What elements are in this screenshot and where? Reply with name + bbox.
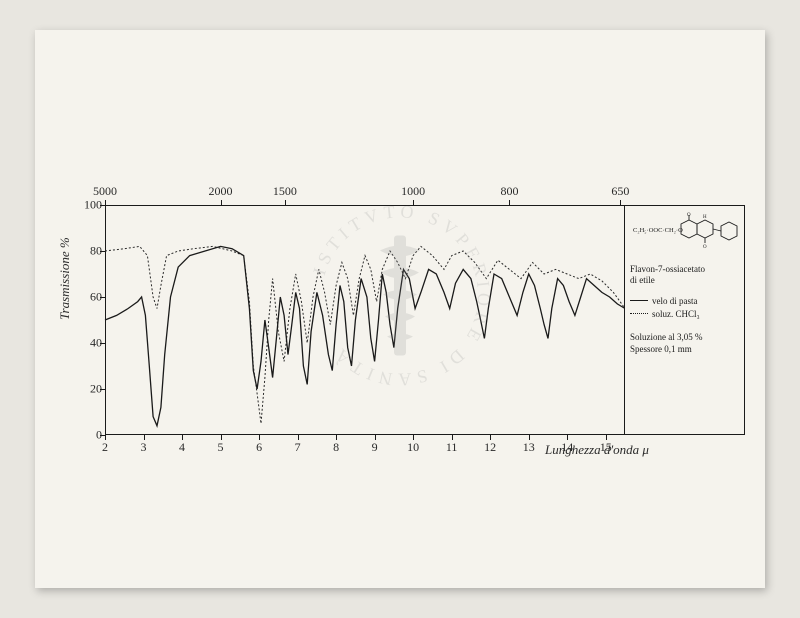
x-tick-top-650: 650	[611, 184, 629, 199]
x-tick-top-2000: 2000	[209, 184, 233, 199]
x-tick-mark-bottom	[298, 435, 299, 440]
x-tick-mark-bottom	[182, 435, 183, 440]
x-tick-bottom-5: 5	[218, 440, 224, 455]
legend-dotted-label: soluz. CHCl₃	[652, 309, 700, 319]
x-tick-mark-bottom	[221, 435, 222, 440]
y-tick-mark	[100, 205, 105, 206]
spectrum-svg	[105, 205, 625, 435]
compound-name-line2: di etile	[630, 275, 655, 285]
legend-dotted-line	[630, 313, 648, 314]
x-tick-bottom-15: 15	[600, 440, 612, 455]
x-tick-mark-bottom	[490, 435, 491, 440]
x-tick-mark-top	[509, 200, 510, 205]
x-tick-bottom-8: 8	[333, 440, 339, 455]
legend-solid-line	[630, 300, 648, 301]
x-tick-bottom-3: 3	[141, 440, 147, 455]
x-tick-mark-bottom	[336, 435, 337, 440]
info-panel: C₂H₅·OOC·CH₂·O O O H Flavon-7-ossiacetat…	[625, 205, 745, 435]
x-tick-bottom-14: 14	[561, 440, 573, 455]
y-tick-100: 100	[80, 198, 102, 213]
svg-text:H: H	[703, 215, 707, 220]
x-tick-bottom-11: 11	[446, 440, 458, 455]
x-tick-mark-bottom	[144, 435, 145, 440]
conditions-line1: Soluzione al 3,05 %	[630, 332, 703, 342]
molecule-structure: C₂H₅·OOC·CH₂·O O O H	[630, 212, 739, 258]
y-axis-label: Trasmissione %	[57, 237, 73, 320]
y-tick-mark	[100, 389, 105, 390]
x-tick-bottom-13: 13	[523, 440, 535, 455]
chart-plot-area	[105, 205, 625, 435]
y-tick-60: 60	[80, 290, 102, 305]
x-tick-top-1000: 1000	[401, 184, 425, 199]
x-tick-mark-bottom	[413, 435, 414, 440]
legend-solid: velo di pasta	[630, 296, 739, 306]
y-tick-80: 80	[80, 244, 102, 259]
y-tick-mark	[100, 251, 105, 252]
compound-name-line1: Flavon-7-ossiacetato	[630, 264, 705, 274]
svg-text:O: O	[687, 213, 691, 218]
y-tick-0: 0	[80, 428, 102, 443]
x-tick-bottom-6: 6	[256, 440, 262, 455]
molecule-formula-text: C₂H₅·OOC·CH₂·O	[633, 227, 683, 234]
x-tick-mark-bottom	[105, 435, 106, 440]
x-tick-mark-top	[620, 200, 621, 205]
x-tick-mark-bottom	[452, 435, 453, 440]
y-tick-mark	[100, 297, 105, 298]
legend-dotted: soluz. CHCl₃	[630, 309, 739, 319]
x-tick-mark-top	[105, 200, 106, 205]
conditions: Soluzione al 3,05 % Spessore 0,1 mm	[630, 331, 739, 356]
x-tick-mark-bottom	[529, 435, 530, 440]
y-tick-mark	[100, 343, 105, 344]
paper-background: Trasmissione % Lunghezza d'onda μ C₂H₅·O…	[35, 30, 765, 588]
legend-solid-label: velo di pasta	[652, 296, 698, 306]
x-tick-mark-bottom	[606, 435, 607, 440]
x-tick-mark-top	[413, 200, 414, 205]
x-tick-mark-bottom	[567, 435, 568, 440]
svg-text:O: O	[703, 245, 707, 250]
y-tick-40: 40	[80, 336, 102, 351]
series-solid	[105, 246, 625, 425]
x-tick-top-1500: 1500	[273, 184, 297, 199]
conditions-line2: Spessore 0,1 mm	[630, 344, 692, 354]
x-tick-top-5000: 5000	[93, 184, 117, 199]
x-tick-bottom-12: 12	[484, 440, 496, 455]
x-tick-mark-bottom	[375, 435, 376, 440]
x-tick-bottom-4: 4	[179, 440, 185, 455]
x-tick-mark-top	[221, 200, 222, 205]
x-tick-bottom-9: 9	[372, 440, 378, 455]
x-tick-mark-bottom	[259, 435, 260, 440]
x-tick-bottom-7: 7	[295, 440, 301, 455]
x-tick-bottom-10: 10	[407, 440, 419, 455]
x-tick-bottom-2: 2	[102, 440, 108, 455]
y-tick-20: 20	[80, 382, 102, 397]
compound-name: Flavon-7-ossiacetato di etile	[630, 264, 739, 286]
x-tick-top-800: 800	[500, 184, 518, 199]
x-tick-mark-top	[285, 200, 286, 205]
